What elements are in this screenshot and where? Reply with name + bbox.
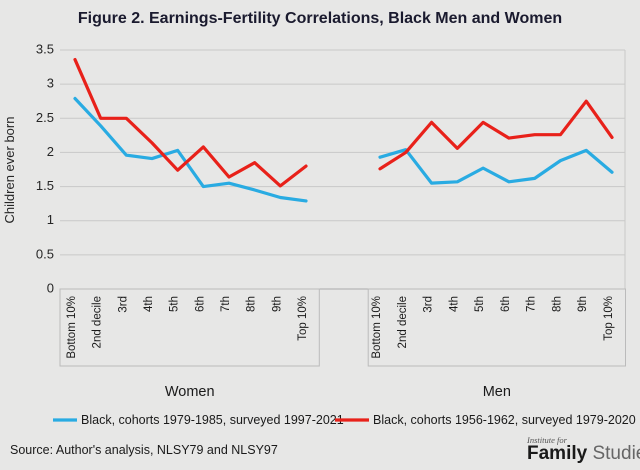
svg-text:9th: 9th [271, 296, 283, 312]
svg-text:Source: Author's analysis, NLS: Source: Author's analysis, NLSY79 and NL… [10, 443, 278, 457]
svg-text:Children ever born: Children ever born [2, 117, 17, 224]
svg-text:5th: 5th [474, 296, 486, 312]
svg-text:Top 10%: Top 10% [297, 296, 309, 341]
svg-text:4th: 4th [448, 296, 460, 312]
svg-text:Black, cohorts 1956-1962, surv: Black, cohorts 1956-1962, surveyed 1979-… [373, 413, 636, 427]
svg-text:Bottom 10%: Bottom 10% [371, 296, 383, 359]
svg-text:3rd: 3rd [117, 296, 129, 313]
svg-text:8th: 8th [246, 296, 258, 312]
svg-text:Black, cohorts 1979-1985, surv: Black, cohorts 1979-1985, surveyed 1997-… [81, 413, 344, 427]
svg-text:3.5: 3.5 [36, 42, 54, 57]
svg-text:6th: 6th [194, 296, 206, 312]
svg-text:4th: 4th [143, 296, 155, 312]
svg-text:7th: 7th [220, 296, 232, 312]
svg-text:6th: 6th [500, 296, 512, 312]
svg-text:3: 3 [47, 76, 54, 91]
svg-text:Bottom 10%: Bottom 10% [66, 296, 78, 359]
svg-text:Family Studies: Family Studies [527, 443, 640, 464]
svg-text:0: 0 [47, 281, 54, 296]
svg-text:2.5: 2.5 [36, 110, 54, 125]
svg-text:2: 2 [47, 144, 54, 159]
svg-text:7th: 7th [526, 296, 538, 312]
svg-text:5th: 5th [169, 296, 181, 312]
svg-text:1: 1 [47, 212, 54, 227]
svg-text:Women: Women [165, 384, 215, 400]
svg-text:2nd decile: 2nd decile [92, 296, 104, 348]
svg-text:8th: 8th [552, 296, 564, 312]
svg-text:Men: Men [483, 384, 511, 400]
svg-text:3rd: 3rd [423, 296, 435, 313]
svg-text:2nd decile: 2nd decile [397, 296, 409, 348]
svg-text:9th: 9th [577, 296, 589, 312]
svg-text:0.5: 0.5 [36, 246, 54, 261]
svg-text:1.5: 1.5 [36, 178, 54, 193]
svg-text:Top 10%: Top 10% [603, 296, 615, 341]
